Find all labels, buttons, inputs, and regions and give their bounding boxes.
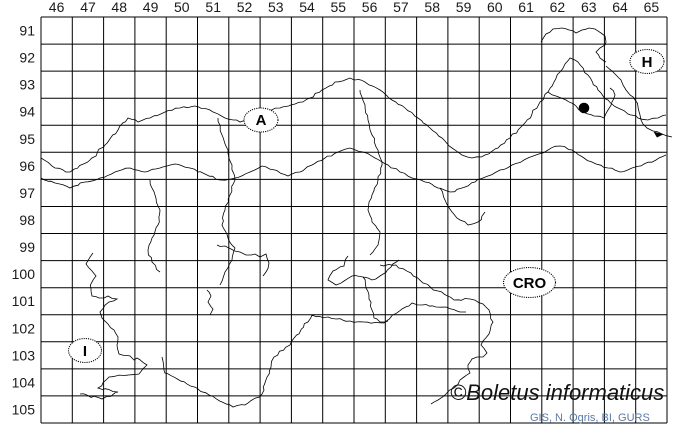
svg-text:99: 99 — [19, 239, 35, 255]
svg-text:91: 91 — [19, 23, 35, 39]
svg-text:105: 105 — [12, 402, 36, 418]
svg-text:58: 58 — [424, 0, 440, 15]
svg-text:63: 63 — [581, 0, 597, 15]
svg-text:59: 59 — [456, 0, 472, 15]
svg-text:53: 53 — [268, 0, 284, 15]
svg-text:62: 62 — [550, 0, 566, 15]
svg-text:47: 47 — [80, 0, 96, 15]
svg-text:49: 49 — [143, 0, 159, 15]
svg-text:95: 95 — [19, 131, 35, 147]
svg-text:I: I — [83, 343, 87, 360]
svg-text:H: H — [642, 54, 653, 71]
svg-text:65: 65 — [644, 0, 660, 15]
svg-text:97: 97 — [19, 185, 35, 201]
svg-text:93: 93 — [19, 77, 35, 93]
svg-text:98: 98 — [19, 212, 35, 228]
svg-text:48: 48 — [111, 0, 127, 15]
svg-text:101: 101 — [12, 293, 36, 309]
svg-text:104: 104 — [12, 374, 36, 390]
svg-text:51: 51 — [205, 0, 221, 15]
svg-text:52: 52 — [237, 0, 253, 15]
svg-text:55: 55 — [331, 0, 347, 15]
svg-text:57: 57 — [393, 0, 409, 15]
svg-text:92: 92 — [19, 50, 35, 66]
svg-text:A: A — [256, 112, 267, 129]
svg-text:54: 54 — [299, 0, 315, 15]
svg-text:56: 56 — [362, 0, 378, 15]
svg-text:61: 61 — [518, 0, 534, 15]
svg-text:46: 46 — [49, 0, 65, 15]
svg-text:94: 94 — [19, 104, 35, 120]
svg-text:CRO: CRO — [513, 275, 547, 292]
svg-text:©Boletus informaticus: ©Boletus informaticus — [450, 380, 664, 405]
svg-text:60: 60 — [487, 0, 503, 15]
svg-text:103: 103 — [12, 347, 36, 363]
svg-text:64: 64 — [612, 0, 628, 15]
svg-text:GIS, N. Ogris, BI, GURS: GIS, N. Ogris, BI, GURS — [530, 412, 650, 424]
svg-text:100: 100 — [12, 266, 36, 282]
svg-text:102: 102 — [12, 320, 36, 336]
svg-text:96: 96 — [19, 158, 35, 174]
svg-text:50: 50 — [174, 0, 190, 15]
